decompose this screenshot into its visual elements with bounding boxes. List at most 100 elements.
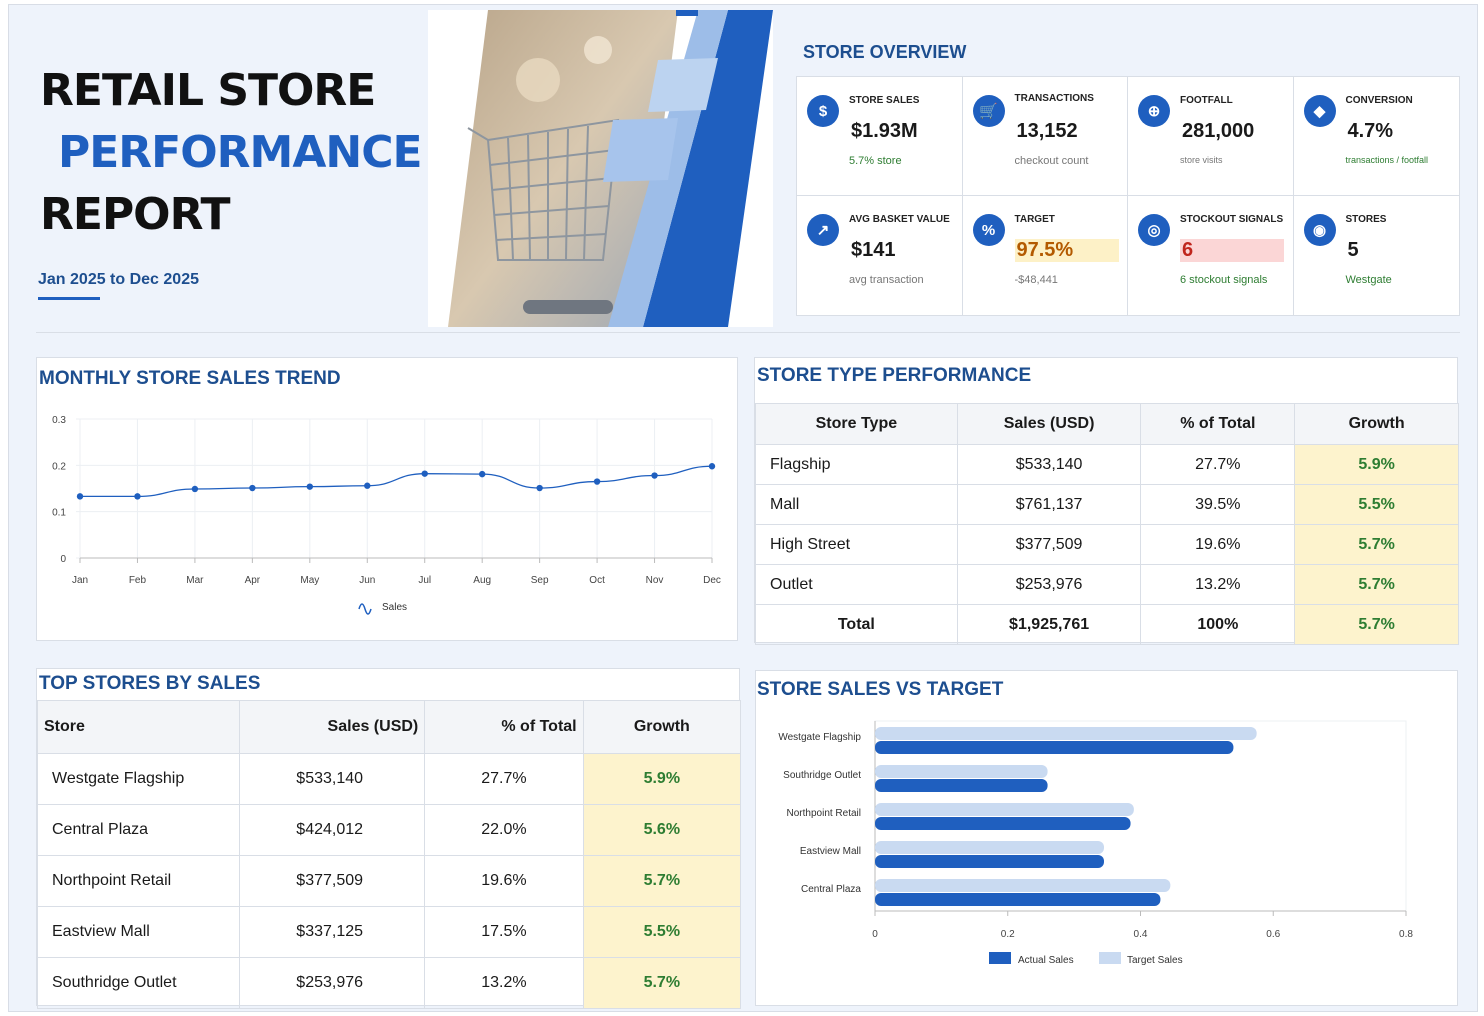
table-cell: 5.9%	[1294, 444, 1459, 485]
kpi-label: TARGET	[1014, 214, 1055, 225]
y-category-label: Southridge Outlet	[783, 770, 861, 781]
sales-point[interactable]	[651, 472, 658, 479]
table-cell: 22.0%	[424, 804, 584, 856]
sales-point[interactable]	[593, 478, 601, 485]
actual-bar[interactable]	[875, 893, 1161, 906]
sales-point[interactable]	[306, 483, 314, 490]
kpi-subtext: avg transaction	[849, 274, 924, 286]
target-bar[interactable]	[875, 841, 1104, 854]
y-category-label: Eastview Mall	[800, 846, 861, 857]
kpi-card: 🛒 TRANSACTIONS 13,152 checkout count	[962, 77, 1128, 196]
column-header[interactable]: Sales (USD)	[956, 403, 1142, 445]
kpi-card: $ STORE SALES $1.93M 5.7% store	[797, 77, 963, 196]
y-tick-label: 0.2	[52, 461, 66, 472]
table-cell: 27.7%	[1140, 444, 1296, 485]
y-category-label: Northpoint Retail	[787, 808, 861, 819]
hero-image	[428, 10, 773, 327]
table-total-row: Total $1,925,761 100% 5.7%	[755, 604, 1459, 645]
x-tick-label: 0.6	[1266, 929, 1280, 940]
title-line-3: REPORT	[40, 189, 231, 240]
table-cell: Outlet	[755, 564, 958, 605]
target-icon: ◉	[1303, 214, 1336, 246]
table-cell: 5.7%	[1294, 524, 1459, 565]
sales-point[interactable]	[478, 470, 486, 478]
kpi-subtext: checkout count	[1014, 155, 1089, 167]
sales-point[interactable]	[191, 485, 199, 493]
table-cell: $377,509	[239, 855, 426, 907]
legend-actual-swatch	[989, 952, 1011, 964]
kpi-value: $1.93M	[851, 120, 918, 142]
target-bar[interactable]	[875, 803, 1134, 816]
table-cell: 5.7%	[582, 855, 742, 907]
kpi-card: % TARGET 97.5% -$48,441	[963, 196, 1128, 315]
y-category-label: Westgate Flagship	[778, 732, 861, 743]
actual-bar[interactable]	[875, 817, 1131, 830]
table-cell: 39.5%	[1140, 484, 1296, 525]
x-tick-label: Mar	[186, 575, 204, 586]
sales-point[interactable]	[76, 493, 84, 500]
sales-point[interactable]	[708, 463, 716, 470]
sales-point[interactable]	[134, 493, 141, 500]
actual-bar[interactable]	[875, 855, 1104, 868]
table-cell: $253,976	[239, 957, 426, 1009]
kpi-subtext: Westgate	[1345, 274, 1392, 286]
table-header-row: Store Type Sales (USD)% of Total Growth	[755, 403, 1459, 445]
sales-line	[80, 465, 713, 498]
sales-point[interactable]	[536, 484, 543, 492]
x-tick-label: Apr	[245, 575, 261, 586]
report-title: RETAIL STORE PERFORMANCE REPORT	[40, 60, 423, 246]
target-bar[interactable]	[875, 879, 1171, 892]
column-header[interactable]: Growth	[1294, 403, 1459, 445]
column-header[interactable]: Growth	[582, 700, 742, 754]
table-cell: Mall	[755, 484, 958, 525]
table-cell: 13.2%	[1140, 564, 1296, 605]
kpi-card: ⊕ FOOTFALL 281,000 store visits	[1128, 77, 1294, 196]
table-cell: $377,509	[956, 524, 1142, 565]
title-line-1: RETAIL STORE	[40, 65, 376, 116]
actual-bar[interactable]	[875, 741, 1234, 754]
sales-point[interactable]	[364, 482, 371, 489]
dollar-icon: $	[807, 95, 839, 127]
column-header[interactable]: Store	[36, 700, 241, 754]
section-divider	[36, 332, 1460, 333]
table-row: Eastview Mall $337,125 17.5% 5.5%	[36, 906, 742, 958]
title-line-2: PERFORMANCE	[58, 127, 423, 178]
table-cell: Eastview Mall	[36, 906, 241, 958]
table-cell: $533,140	[239, 753, 426, 805]
table-cell: High Street	[755, 524, 958, 565]
sales-point[interactable]	[249, 484, 256, 492]
target-bar[interactable]	[875, 727, 1257, 740]
column-header[interactable]: % of Total	[1140, 403, 1296, 445]
x-tick-label: Jul	[418, 575, 431, 586]
total-cell: $1,925,761	[956, 604, 1142, 645]
x-tick-label: 0.2	[1001, 929, 1015, 940]
x-tick-label: Dec	[703, 575, 721, 586]
kpi-value: 281,000	[1182, 120, 1255, 142]
x-tick-label: Jan	[72, 575, 88, 586]
kpi-value: 13,152	[1016, 120, 1078, 142]
kpi-value: $141	[851, 239, 896, 261]
actual-bar[interactable]	[875, 779, 1048, 792]
table-cell: 5.6%	[582, 804, 742, 856]
sales-point[interactable]	[421, 470, 428, 477]
legend-label: Target Sales	[1127, 955, 1183, 966]
column-header[interactable]: Sales (USD)	[239, 700, 426, 754]
x-tick-label: 0.4	[1134, 929, 1148, 940]
x-tick-label: Aug	[473, 575, 491, 586]
table-cell: $424,012	[239, 804, 426, 856]
target-bar[interactable]	[875, 765, 1048, 778]
table-cell: 5.5%	[582, 906, 742, 958]
column-header[interactable]: % of Total	[424, 700, 584, 754]
store-overview-title: STORE OVERVIEW	[803, 42, 967, 62]
table-cell: 13.2%	[424, 957, 584, 1009]
top-stores-table: Store Sales (USD)% of Total Growth Westgate…	[36, 700, 742, 1009]
column-header[interactable]: Store Type	[755, 403, 958, 445]
table-cell: Flagship	[755, 444, 958, 485]
table-row: Mall $761,137 39.5% 5.5%	[755, 484, 1459, 525]
kpi-label: STORE SALES	[849, 95, 920, 106]
kpi-value: 4.7%	[1347, 120, 1394, 142]
x-tick-label: Oct	[589, 575, 605, 586]
legend-line-icon	[358, 603, 372, 615]
x-tick-label: Nov	[646, 575, 664, 586]
sales-trend-title: MONTHLY STORE SALES TREND	[39, 368, 341, 389]
